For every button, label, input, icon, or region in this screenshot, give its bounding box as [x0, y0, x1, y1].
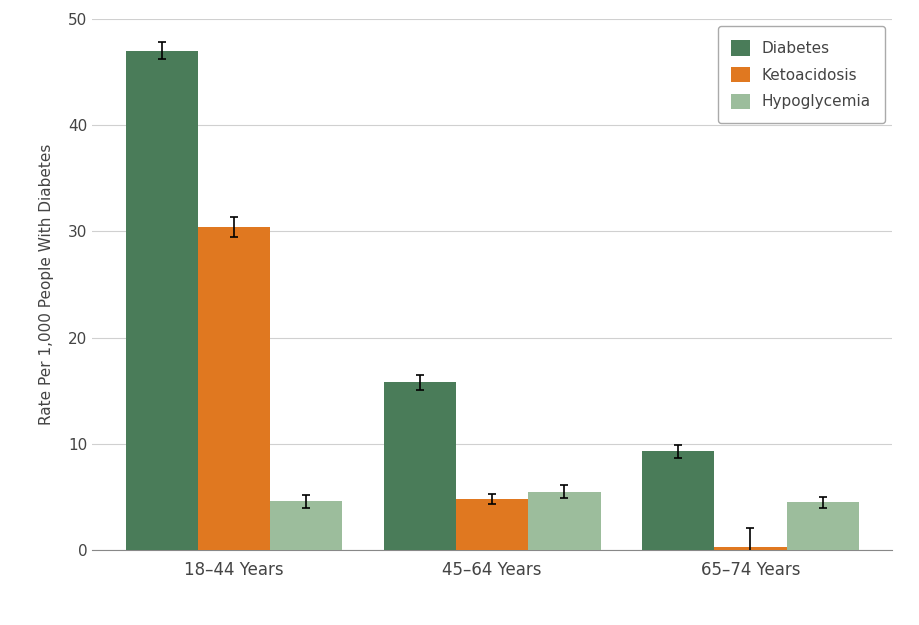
Y-axis label: Rate Per 1,000 People With Diabetes: Rate Per 1,000 People With Diabetes	[39, 144, 54, 425]
Bar	[528, 491, 600, 550]
Bar	[198, 227, 270, 550]
Bar	[786, 503, 858, 550]
Bar	[125, 51, 198, 550]
Bar	[713, 547, 786, 550]
Bar	[270, 501, 342, 550]
Bar	[641, 451, 713, 550]
Legend: Diabetes, Ketoacidosis, Hypoglycemia: Diabetes, Ketoacidosis, Hypoglycemia	[717, 26, 884, 123]
Bar	[383, 382, 456, 550]
Bar	[456, 499, 528, 550]
